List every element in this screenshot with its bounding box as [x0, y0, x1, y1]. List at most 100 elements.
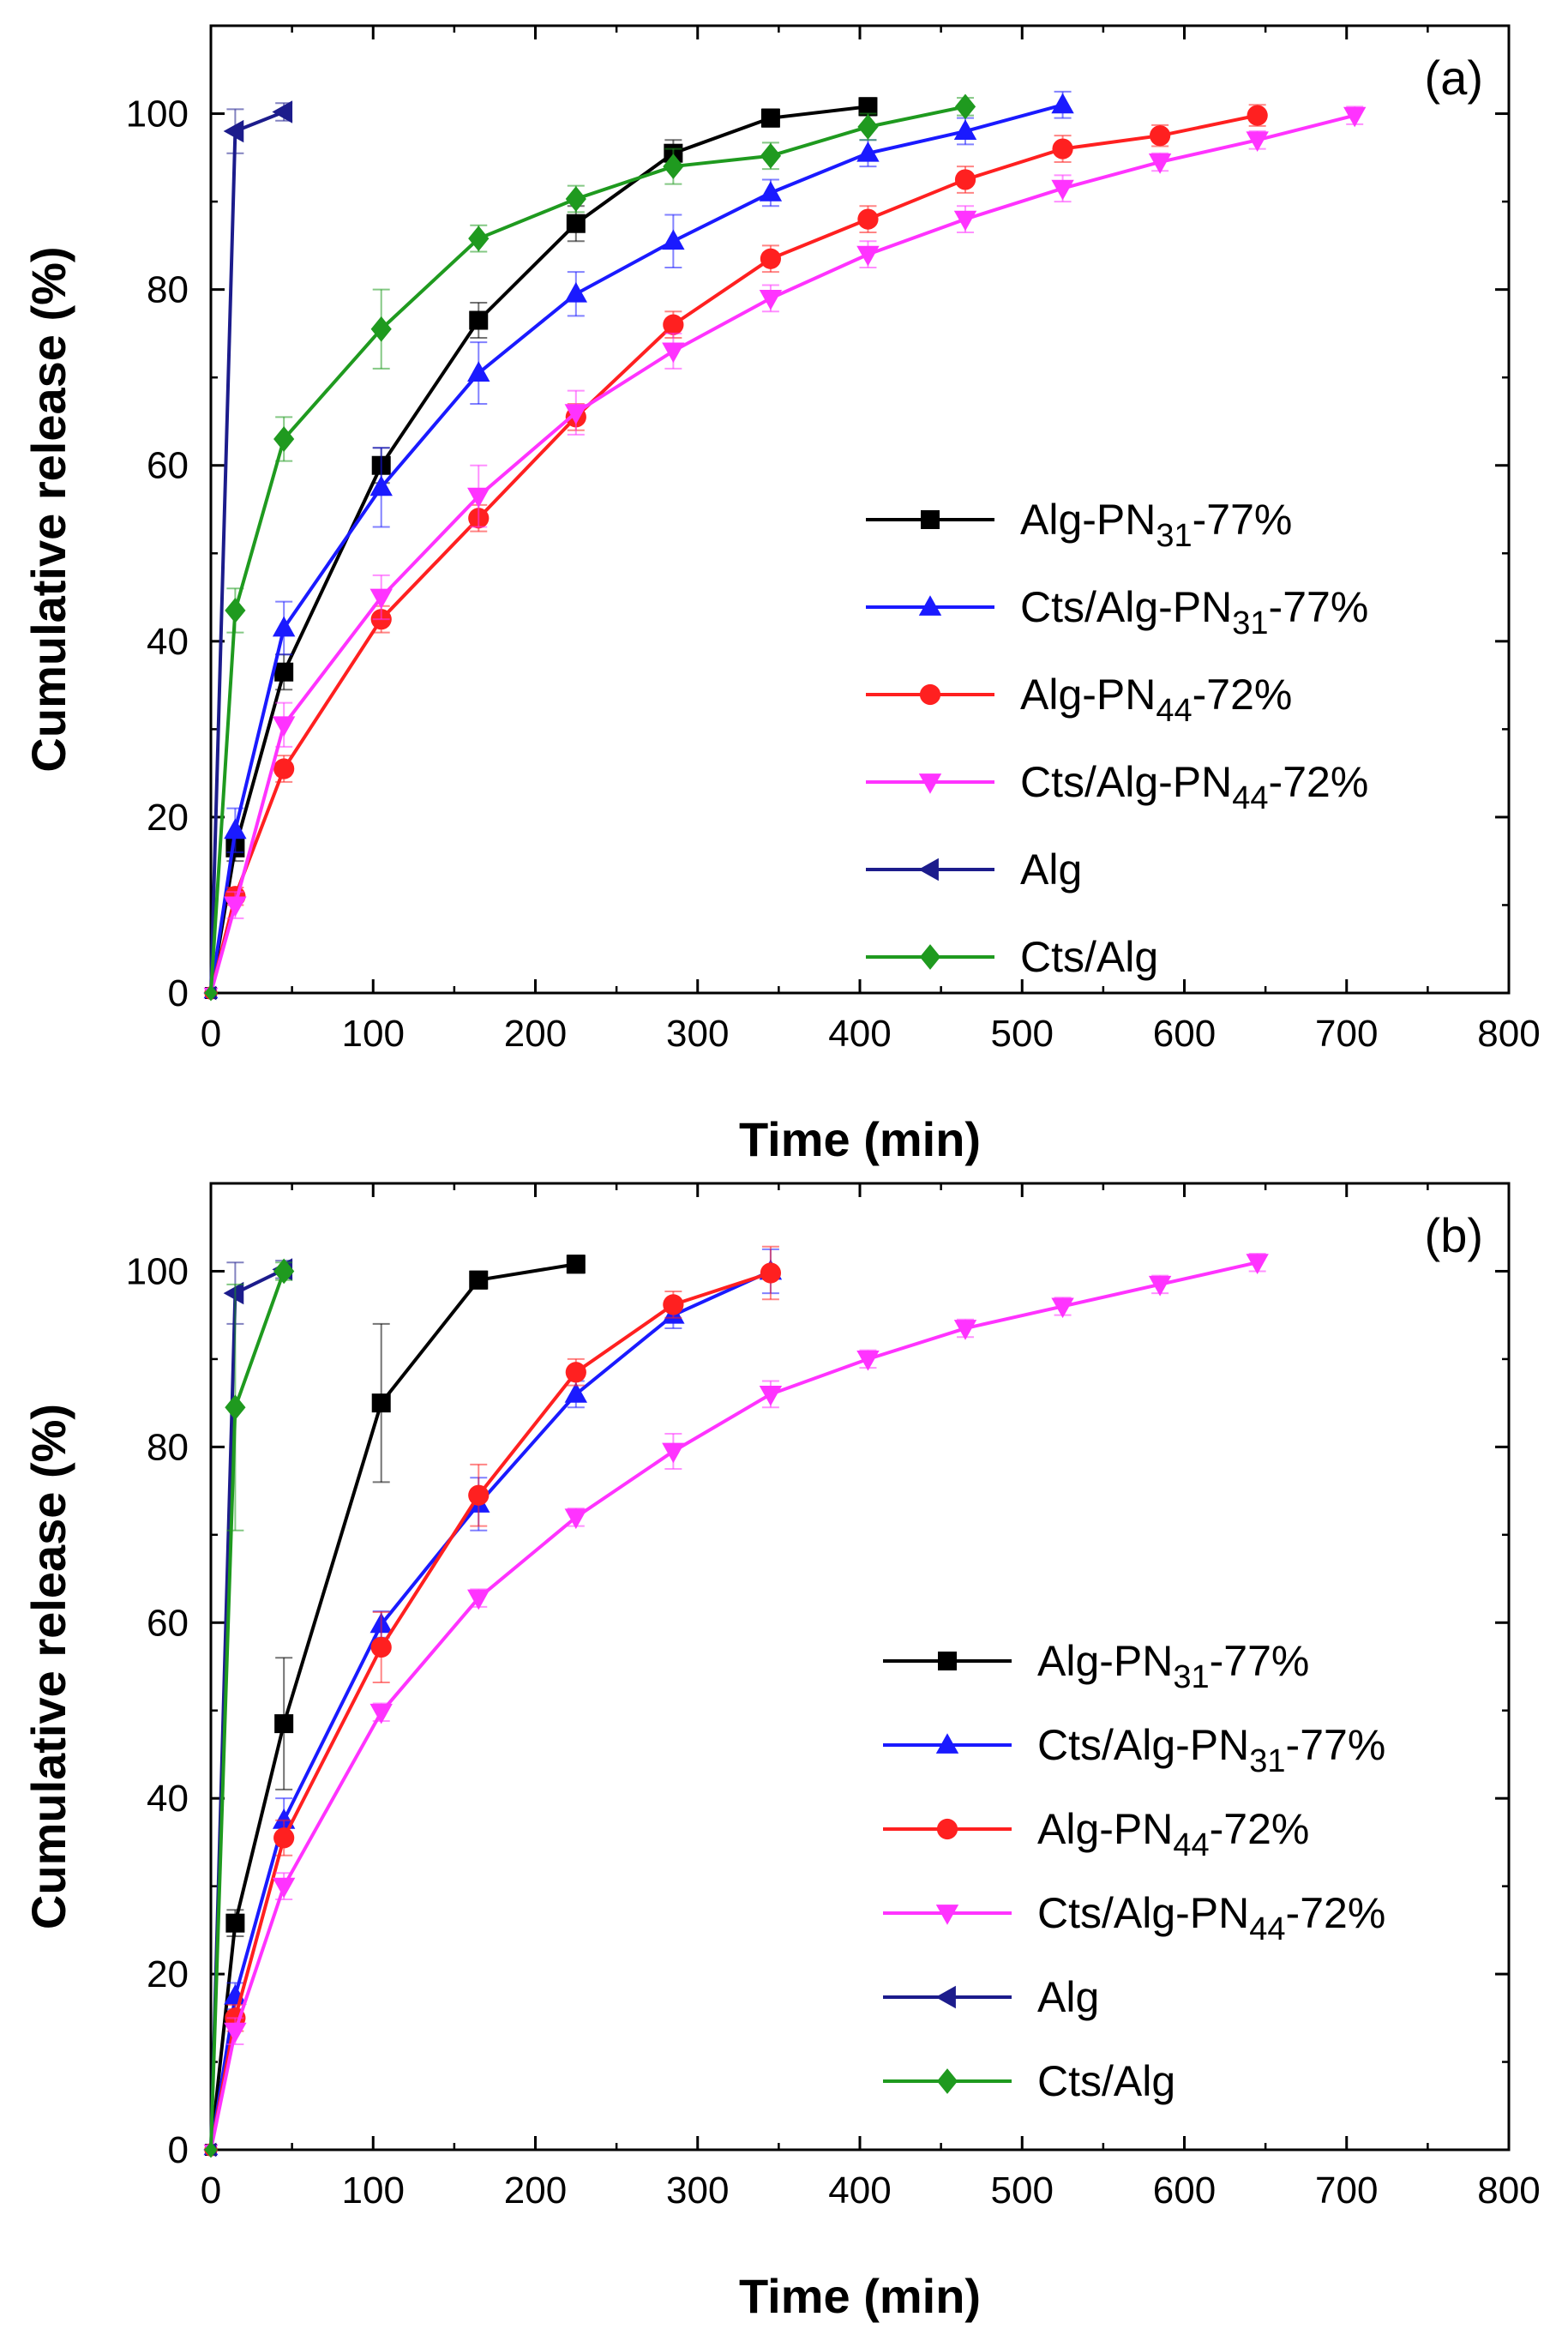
- series-line: [209, 105, 868, 994]
- series-5: [204, 93, 976, 1002]
- legend-marker: [919, 683, 941, 706]
- legend-label-subscript: 44: [1249, 1911, 1285, 1947]
- legend-marker: [935, 1905, 959, 1925]
- legend-label-main: Cts/Alg: [1037, 2057, 1175, 2105]
- data-point: [272, 716, 296, 737]
- data-point: [564, 282, 588, 303]
- data-point: [273, 758, 295, 779]
- data-point: [953, 1320, 977, 1340]
- series-2: [204, 104, 1268, 1000]
- data-point: [272, 616, 296, 637]
- legend-label-main: Cts/Alg-PN: [1020, 583, 1232, 631]
- panel-label: (a): [1425, 51, 1483, 105]
- y-tick-label: 100: [126, 1250, 189, 1292]
- x-tick-label: 0: [201, 1013, 221, 1055]
- plot-frame: [209, 1182, 1511, 2151]
- legend-label-main: Alg-PN: [1020, 496, 1156, 544]
- data-point: [1247, 105, 1268, 126]
- y-tick-label: 20: [147, 1953, 189, 1995]
- legend-marker: [938, 1652, 957, 1670]
- legend: Alg-PN31-77%Cts/Alg-PN31-77%Alg-PN44-72%…: [883, 1637, 1385, 2105]
- data-point: [223, 119, 244, 143]
- legend-label-main: Cts/Alg-PN: [1037, 1889, 1249, 1937]
- data-point: [370, 316, 392, 342]
- legend-label: Cts/Alg-PN44-72%: [1020, 758, 1368, 816]
- legend-label: Cts/Alg-PN44-72%: [1037, 1889, 1385, 1947]
- legend-label-subscript: 44: [1232, 780, 1268, 816]
- data-point: [467, 1589, 490, 1610]
- data-point: [272, 1877, 296, 1899]
- x-tick-label: 700: [1315, 2170, 1378, 2212]
- data-point: [371, 1393, 391, 1413]
- series-line: [209, 1269, 772, 2151]
- legend-label-main: Alg-PN: [1037, 1637, 1173, 1685]
- x-tick-label: 0: [201, 2170, 221, 2212]
- legend-marker: [921, 510, 940, 529]
- data-point: [663, 1294, 684, 1315]
- data-point: [273, 1827, 295, 1849]
- y-tick-label: 80: [147, 269, 189, 311]
- x-tick-label: 700: [1315, 1013, 1378, 1055]
- data-point: [225, 1394, 246, 1421]
- panel-label: (b): [1425, 1208, 1483, 1262]
- data-point: [858, 97, 878, 117]
- data-point: [954, 169, 976, 190]
- panel-a: 0 100 200 300 400 500 600 700 800 0 20 40 60 80 100 Tim…: [21, 24, 1541, 1166]
- data-point: [469, 310, 489, 330]
- data-point: [759, 181, 783, 202]
- data-point: [662, 1442, 685, 1464]
- series-line: [209, 105, 966, 994]
- data-point: [856, 245, 880, 267]
- data-point: [204, 984, 218, 1002]
- x-tick-label: 300: [666, 2170, 729, 2212]
- data-point: [760, 1262, 782, 1284]
- data-point: [467, 487, 490, 509]
- data-point: [1246, 1254, 1269, 1274]
- y-tick-label: 0: [168, 972, 189, 1014]
- data-point: [662, 342, 685, 364]
- legend-label: Cts/Alg: [1020, 933, 1158, 981]
- legend-label-suffix: -77%: [1286, 1721, 1386, 1769]
- legend-label: Alg-PN31-77%: [1037, 1637, 1309, 1695]
- x-axis-title: Time (min): [739, 2269, 981, 2323]
- data-point: [274, 662, 294, 682]
- x-tick-label: 100: [342, 1013, 405, 1055]
- legend-label-main: Cts/Alg-PN: [1020, 758, 1232, 806]
- y-axis-title: Cumulative release (%): [21, 246, 75, 772]
- data-point: [1148, 1275, 1172, 1297]
- legend-label-main: Alg-PN: [1020, 671, 1156, 719]
- legend-label-subscript: 31: [1173, 1659, 1209, 1695]
- data-point: [1051, 1297, 1074, 1319]
- data-point: [274, 1714, 294, 1734]
- x-tick-label: 400: [828, 2170, 891, 2212]
- data-point: [369, 475, 393, 496]
- x-tick-label: 500: [991, 1013, 1054, 1055]
- data-point: [564, 404, 588, 424]
- data-point: [954, 93, 976, 120]
- y-tick-label: 40: [147, 621, 189, 663]
- x-tick-label: 800: [1477, 2170, 1540, 2212]
- legend-label: Alg: [1020, 846, 1082, 894]
- data-point: [224, 2022, 247, 2043]
- data-point: [204, 2141, 218, 2158]
- series-line: [209, 1271, 772, 2151]
- data-point: [566, 1255, 586, 1274]
- legend-marker: [936, 2068, 958, 2094]
- series-line: [209, 1267, 285, 2151]
- data-point: [953, 119, 977, 140]
- legend-label: Alg-PN44-72%: [1037, 1805, 1309, 1863]
- data-point: [857, 208, 879, 230]
- data-point: [1051, 93, 1074, 114]
- data-point: [1148, 153, 1172, 174]
- legend-label-suffix: -72%: [1193, 671, 1293, 719]
- legend-label-suffix: -72%: [1286, 1889, 1386, 1937]
- plot-frame: [209, 24, 1511, 995]
- data-point: [662, 229, 685, 250]
- legend-label-suffix: -77%: [1193, 496, 1293, 544]
- data-point: [565, 186, 586, 212]
- legend-label-subscript: 44: [1173, 1827, 1209, 1863]
- series-line: [209, 113, 1259, 994]
- series-line: [209, 113, 1355, 994]
- data-point: [225, 1913, 245, 1933]
